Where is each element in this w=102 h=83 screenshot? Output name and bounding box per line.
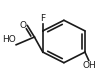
Text: O: O: [19, 21, 26, 30]
Text: F: F: [40, 14, 45, 23]
Text: HO: HO: [2, 35, 16, 44]
Text: OH: OH: [83, 61, 96, 70]
